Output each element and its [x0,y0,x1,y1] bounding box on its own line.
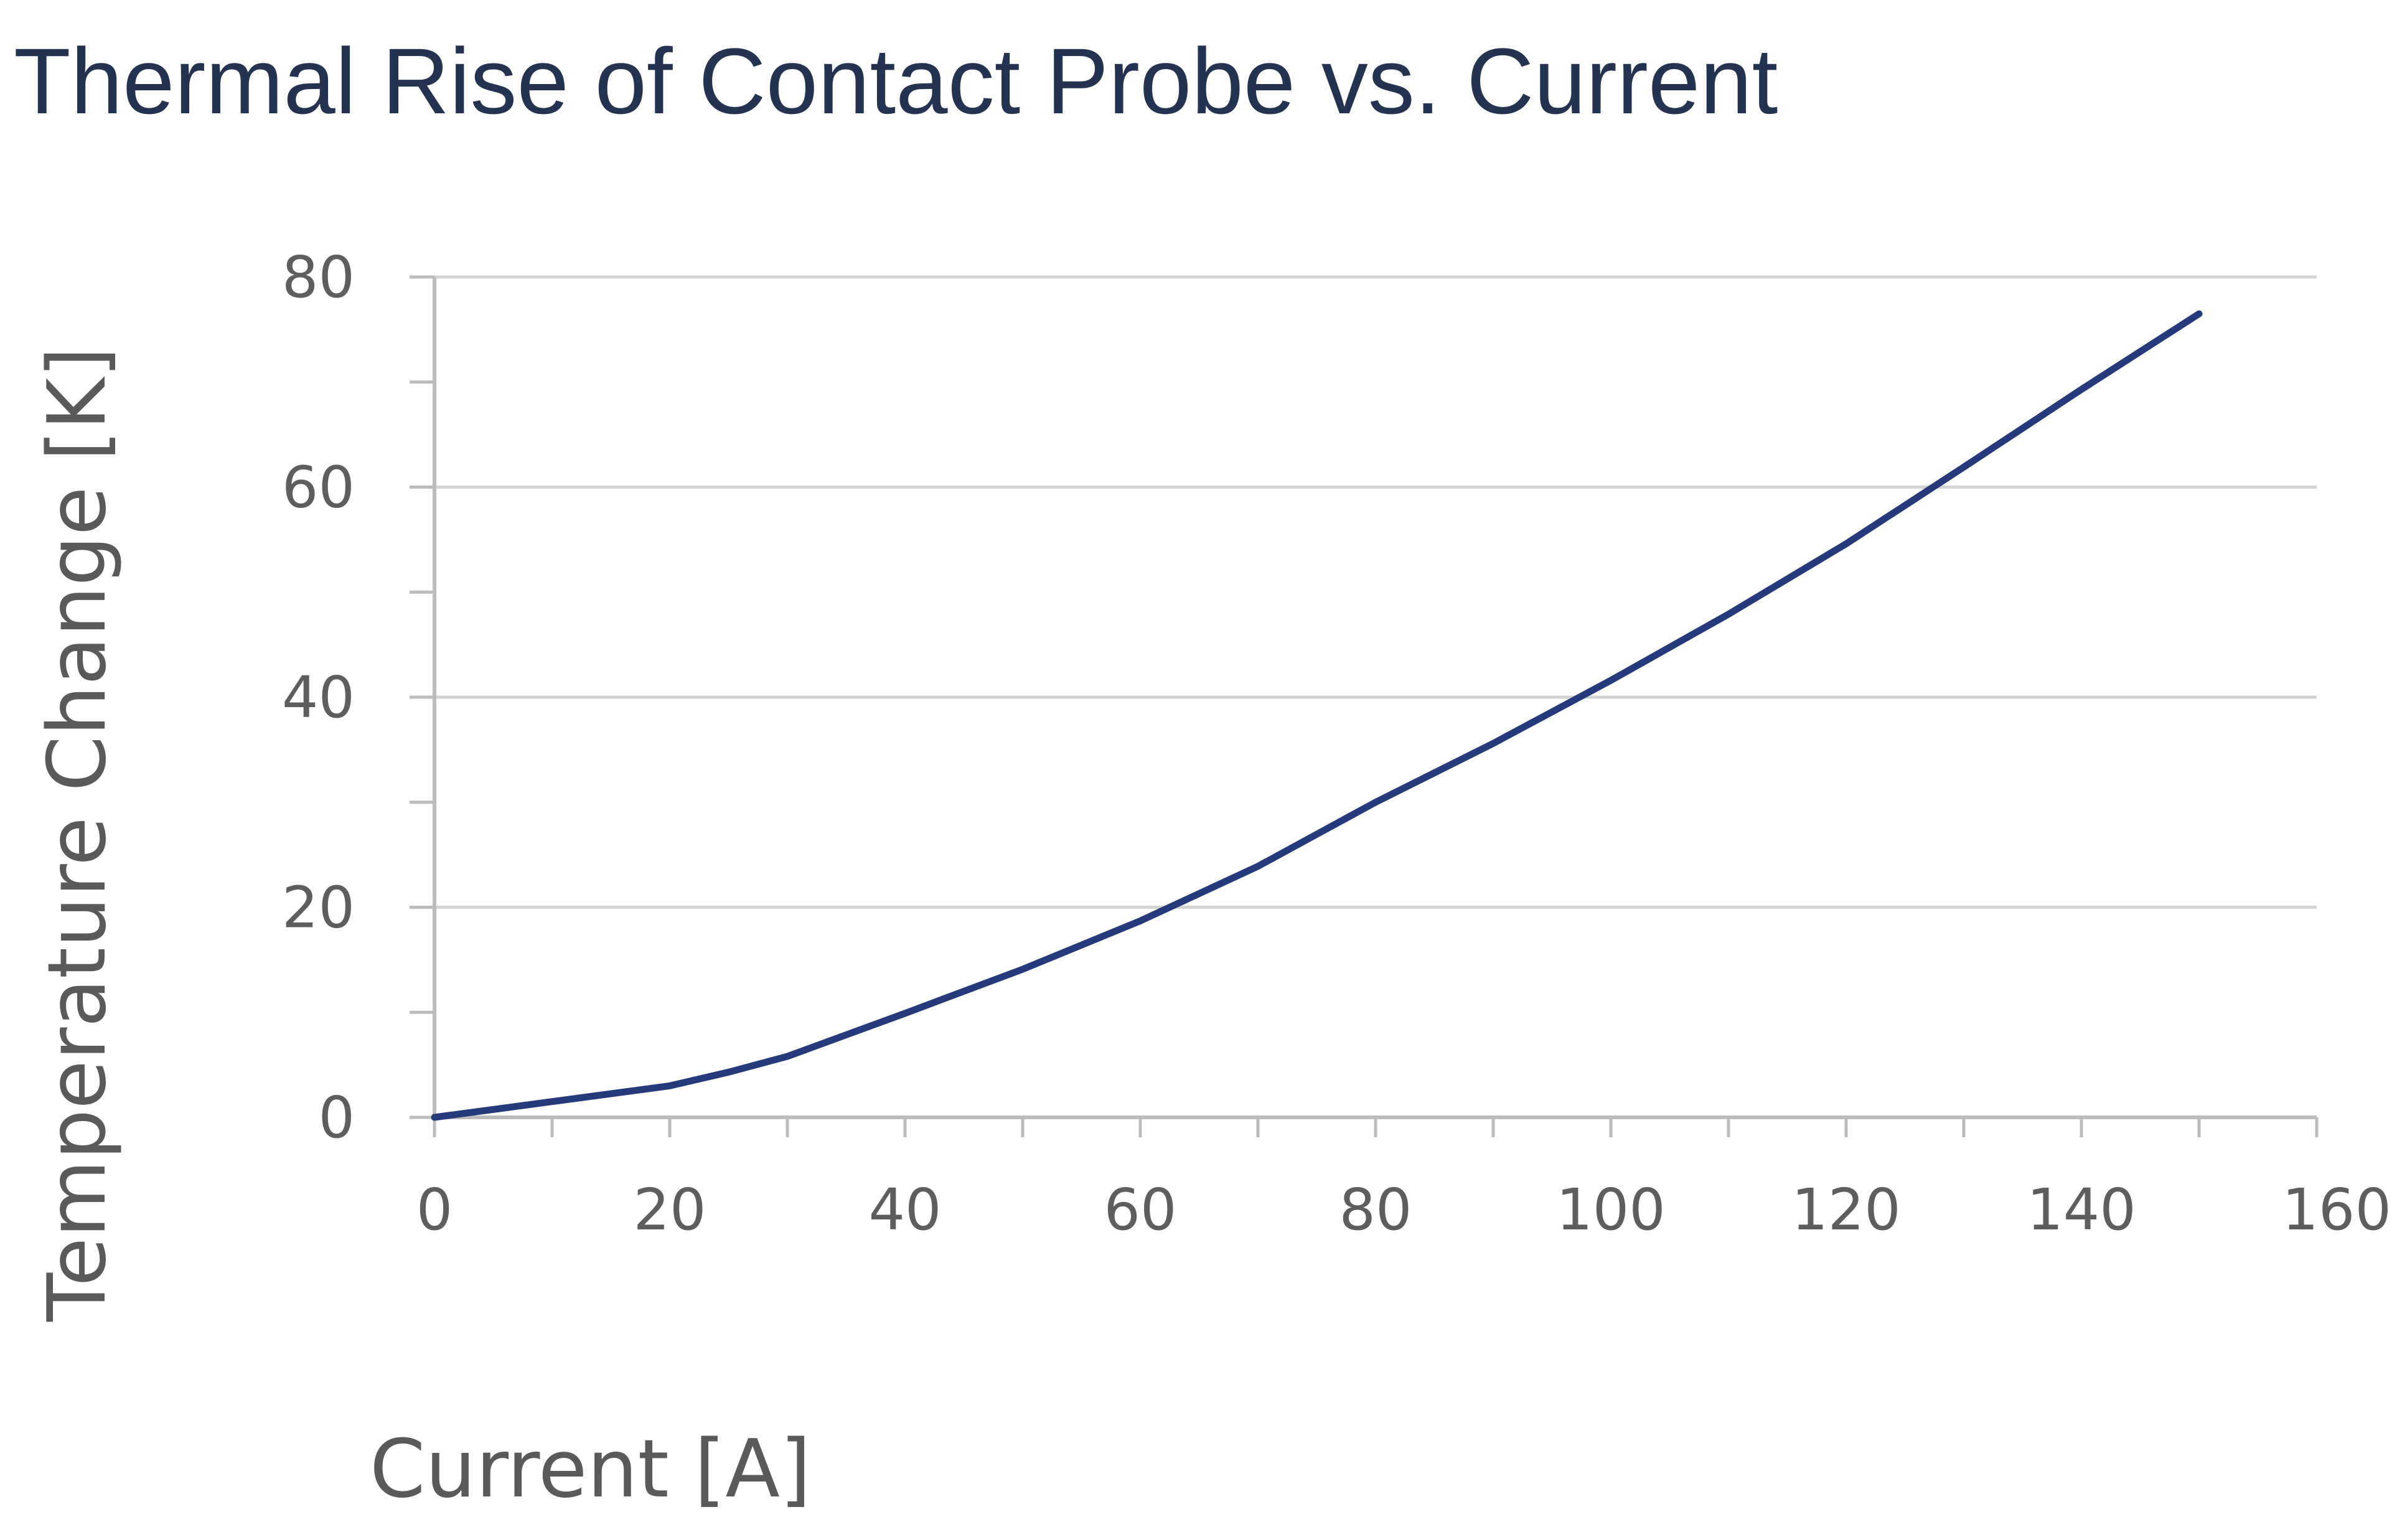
x-tick-label: 40 [868,1176,941,1243]
x-tick-label: 0 [416,1176,453,1243]
x-tick-label: 100 [1556,1176,1666,1243]
x-tick-label: 120 [1791,1176,1901,1243]
x-tick-label: 140 [2027,1176,2136,1243]
y-tick-label: 20 [282,875,355,941]
y-tick-label: 80 [282,244,355,311]
series [431,310,2203,1121]
x-tick-label: 60 [1104,1176,1176,1243]
y-tick-label: 60 [282,454,355,521]
x-tick-labels: 0 20 40 60 80 100 120 140 160 [416,1176,2391,1243]
y-tick-labels: 0 20 40 60 80 [282,244,355,1151]
chart-title: Thermal Rise of Contact Probe vs. Curren… [14,29,1778,133]
x-tick-label: 160 [2282,1176,2391,1243]
axes [410,275,2319,1137]
y-axis-title: Temperature Change [K] [31,347,124,1322]
x-tick-label: 20 [633,1176,706,1243]
x-tick-label: 80 [1339,1176,1412,1243]
series-line [431,310,2203,1121]
y-tick-label: 0 [318,1084,355,1151]
x-axis-title: Current [A] [370,1423,811,1516]
gridlines [434,275,2317,909]
y-tick-label: 40 [282,664,355,731]
